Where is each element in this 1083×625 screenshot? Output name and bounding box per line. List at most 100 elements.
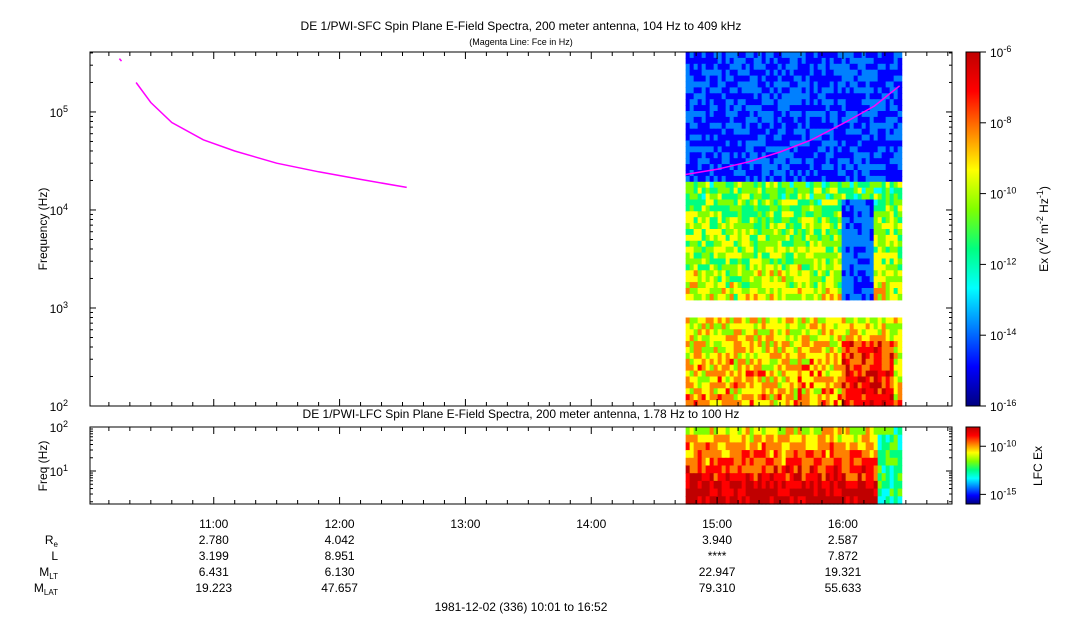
spectrogram-cell	[837, 193, 843, 201]
spectrogram-cell	[813, 364, 819, 372]
spectrogram-cell	[685, 335, 691, 342]
spectrogram-cell	[709, 341, 715, 348]
spectrogram-cell	[737, 450, 743, 459]
spectrogram-cell	[825, 87, 831, 94]
spectrogram-cell	[825, 388, 831, 395]
spectrogram-cell	[781, 382, 787, 389]
spectrogram-cell	[713, 341, 719, 348]
spectrogram-cell	[885, 376, 891, 383]
spectrogram-cell	[857, 52, 863, 59]
spectrogram-cell	[745, 217, 751, 224]
spectrogram-cell	[861, 105, 867, 112]
spectrogram-cell	[837, 199, 843, 206]
spectrogram-cell	[781, 376, 787, 383]
spectrogram-cell	[725, 175, 731, 183]
spectrogram-cell	[713, 175, 719, 183]
spectrogram-cell	[709, 152, 715, 159]
spectrogram-cell	[761, 170, 767, 177]
spectrogram-cell	[729, 93, 735, 100]
spectrogram-cell	[685, 187, 691, 195]
spectrogram-cell	[725, 394, 731, 401]
spectrogram-cell	[817, 434, 823, 443]
spectrogram-cell	[745, 69, 751, 77]
spectrogram-cell	[853, 205, 859, 212]
spectrogram-cell	[733, 152, 739, 159]
spectrogram-cell	[801, 246, 807, 254]
spectrogram-cell	[805, 140, 811, 147]
spectrogram-cell	[857, 293, 863, 301]
spectrogram-cell	[693, 427, 699, 436]
spectrogram-cell	[689, 205, 695, 212]
spectrogram-cell	[877, 480, 883, 490]
spectrogram-cell	[877, 496, 883, 505]
spectrogram-cell	[825, 81, 831, 88]
spectrogram-cell	[741, 205, 747, 212]
spectrogram-cell	[821, 146, 827, 153]
spectrogram-cell	[765, 450, 771, 459]
spectrogram-cell	[721, 105, 727, 112]
spectrogram-cell	[837, 246, 843, 254]
spectrogram-cell	[897, 434, 903, 443]
spectrogram-cell	[833, 394, 839, 401]
spectrogram-cell	[897, 388, 903, 395]
spectrogram-cell	[689, 258, 695, 265]
spectrogram-cell	[777, 258, 783, 265]
spectrogram-cell	[765, 187, 771, 195]
spectrogram-cell	[765, 480, 771, 490]
spectrogram-cell	[805, 341, 811, 348]
spectrogram-cell	[729, 246, 735, 254]
spectrogram-cell	[797, 223, 803, 230]
spectrogram-cell	[785, 52, 791, 59]
spectrogram-cell	[725, 140, 731, 147]
spectrogram-cell	[685, 434, 691, 443]
spectrogram-cell	[729, 57, 735, 65]
spectrogram-cell	[801, 364, 807, 372]
spectrogram-cell	[777, 211, 783, 218]
spectrogram-cell	[781, 434, 787, 443]
spectrogram-cell	[769, 181, 775, 189]
spectrogram-cell	[885, 57, 891, 65]
spectrogram-cell	[685, 193, 691, 201]
spectrogram-cell	[805, 450, 811, 459]
spectrogram-cell	[797, 293, 803, 301]
spectrogram-cell	[701, 217, 707, 224]
spectrogram-cell	[857, 193, 863, 201]
spectrogram-cell	[889, 465, 895, 474]
spectrogram-cell	[873, 158, 879, 165]
spectrogram-cell	[829, 358, 835, 366]
spectrogram-cell	[753, 434, 759, 443]
spectrogram-cell	[745, 358, 751, 366]
spectrogram-cell	[709, 473, 715, 482]
spectrogram-cell	[785, 376, 791, 383]
spectrogram-cell	[725, 317, 731, 324]
spectrogram-cell	[693, 122, 699, 130]
spectrogram-cell	[897, 217, 903, 224]
spectrogram-cell	[733, 382, 739, 389]
spectrogram-cell	[753, 81, 759, 88]
spectrogram-cell	[809, 140, 815, 147]
spectrogram-cell	[745, 465, 751, 474]
spectrogram-cell	[881, 347, 887, 354]
spectrogram-cell	[713, 116, 719, 124]
spectrogram-cell	[877, 234, 883, 242]
spectrogram-cell	[889, 288, 895, 295]
spectrogram-cell	[701, 205, 707, 212]
spectrogram-cell	[773, 181, 779, 189]
spectrogram-cell	[709, 434, 715, 443]
spectrogram-cell	[785, 105, 791, 112]
spectrogram-cell	[877, 450, 883, 459]
spectrogram-cell	[893, 234, 899, 242]
spectrogram-cell	[877, 376, 883, 383]
spectrogram-cell	[689, 400, 695, 407]
spectrogram-cell	[881, 181, 887, 189]
spectrogram-cell	[837, 105, 843, 112]
spectrogram-cell	[697, 358, 703, 366]
spectrogram-cell	[865, 122, 871, 130]
spectrogram-cell	[705, 282, 711, 289]
spectrogram-cell	[693, 187, 699, 195]
spectrogram-cell	[705, 181, 711, 189]
spectrogram-cell	[745, 282, 751, 289]
spectrogram-cell	[829, 193, 835, 201]
spectrogram-cell	[713, 140, 719, 147]
spectrogram-cell	[729, 427, 735, 436]
